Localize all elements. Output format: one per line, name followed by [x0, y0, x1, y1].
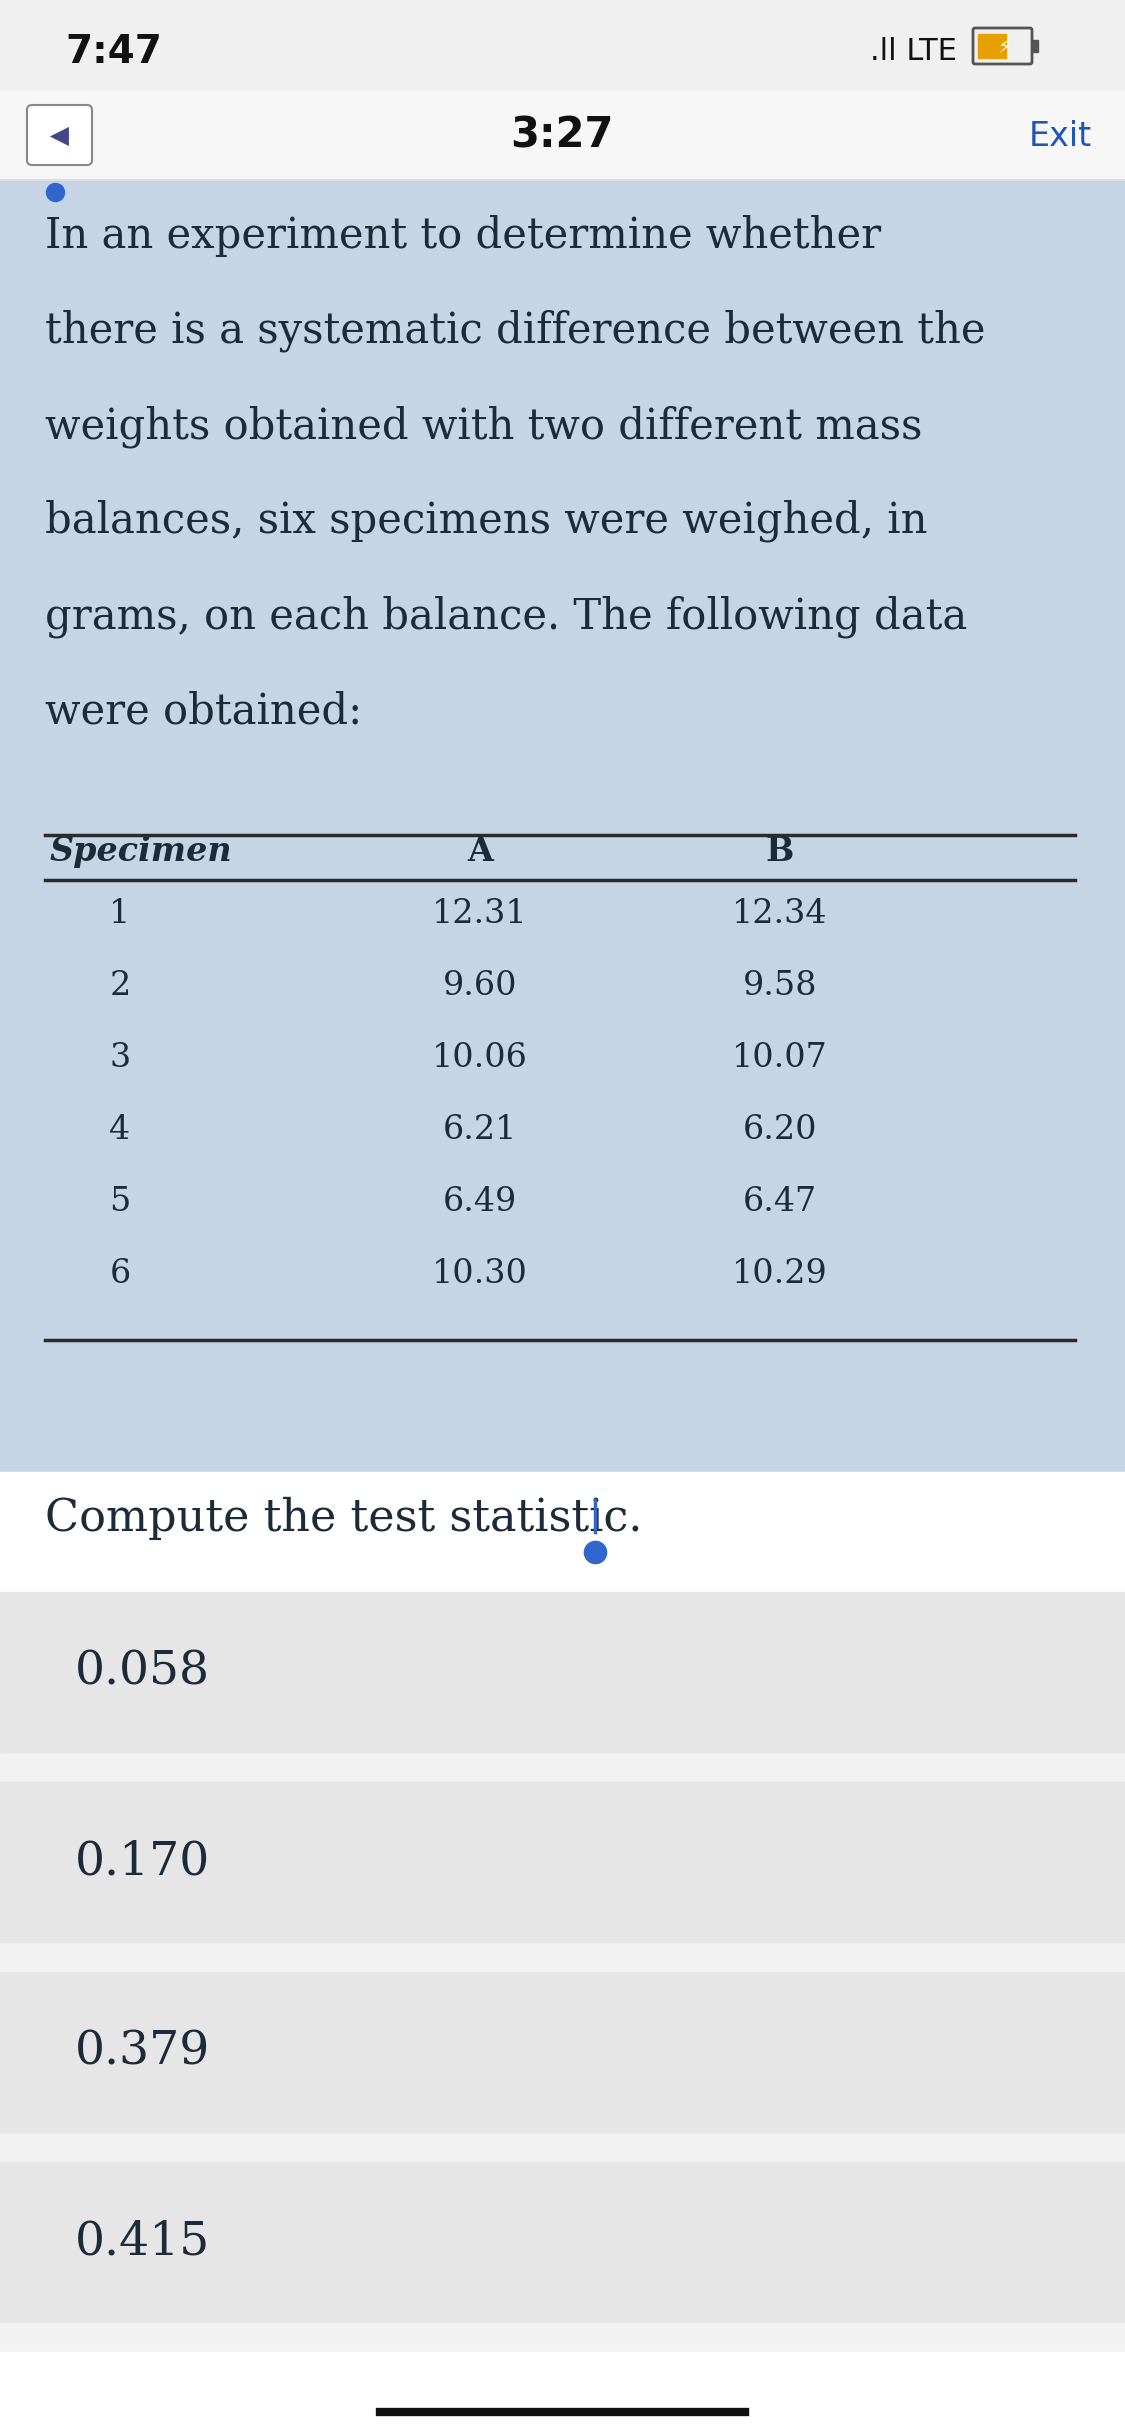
Text: 3:27: 3:27: [511, 114, 614, 156]
Bar: [0, 1593, 1125, 1751]
FancyBboxPatch shape: [27, 105, 92, 166]
Text: 6.21: 6.21: [443, 1113, 518, 1145]
Text: 10.30: 10.30: [432, 1257, 528, 1291]
Text: 12.31: 12.31: [432, 899, 528, 931]
Text: 12.34: 12.34: [732, 899, 828, 931]
Text: 9.58: 9.58: [742, 970, 817, 1001]
Bar: [0, 1973, 1125, 2132]
Bar: [0, 2353, 1125, 2436]
Bar: [1032, 39, 1038, 51]
Text: B: B: [766, 836, 794, 867]
Text: In an experiment to determine whether: In an experiment to determine whether: [45, 214, 881, 258]
Text: 10.06: 10.06: [432, 1043, 528, 1074]
Text: .ll LTE: .ll LTE: [870, 37, 957, 66]
Bar: [978, 34, 1006, 58]
Text: there is a systematic difference between the: there is a systematic difference between…: [45, 309, 986, 353]
Text: Exit: Exit: [1028, 119, 1091, 153]
Text: 4: 4: [109, 1113, 130, 1145]
Text: 0.379: 0.379: [75, 2029, 210, 2075]
Text: grams, on each balance. The following data: grams, on each balance. The following da…: [45, 594, 968, 638]
Bar: [0, 1783, 1125, 1941]
Text: ⚡: ⚡: [997, 39, 1011, 58]
Text: 6: 6: [109, 1257, 130, 1291]
Bar: [0, 0, 1125, 90]
Text: 10.29: 10.29: [732, 1257, 828, 1291]
Text: 5: 5: [109, 1186, 130, 1218]
Text: 0.058: 0.058: [75, 1649, 210, 1695]
Text: 0.415: 0.415: [75, 2219, 210, 2265]
Text: 6.49: 6.49: [443, 1186, 518, 1218]
Text: were obtained:: were obtained:: [45, 689, 362, 731]
Text: 1: 1: [109, 899, 130, 931]
Bar: [0, 2163, 1125, 2322]
Text: 7:47: 7:47: [65, 34, 162, 71]
Text: Compute the test statistic.: Compute the test statistic.: [45, 1498, 642, 1540]
Text: A: A: [467, 836, 493, 867]
Text: 10.07: 10.07: [732, 1043, 828, 1074]
Text: balances, six specimens were weighed, in: balances, six specimens were weighed, in: [45, 499, 927, 543]
Text: 6.20: 6.20: [742, 1113, 817, 1145]
Text: Specimen: Specimen: [50, 836, 233, 867]
Text: 2: 2: [109, 970, 130, 1001]
Bar: [0, 90, 1125, 180]
Text: 3: 3: [109, 1043, 130, 1074]
Text: 6.47: 6.47: [742, 1186, 817, 1218]
Text: 0.170: 0.170: [75, 1839, 210, 1885]
Bar: [0, 180, 1125, 1471]
Text: weights obtained with two different mass: weights obtained with two different mass: [45, 404, 922, 448]
Text: ▶: ▶: [50, 122, 69, 146]
Text: 9.60: 9.60: [443, 970, 518, 1001]
Bar: [0, 1471, 1125, 1593]
